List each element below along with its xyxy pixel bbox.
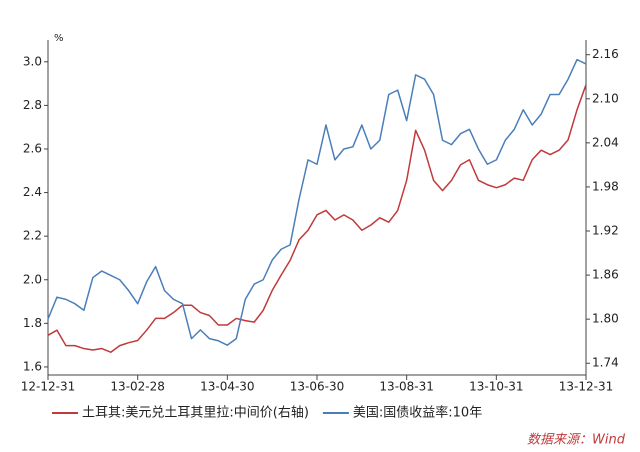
y-tick-label: 1.6 — [23, 359, 42, 373]
x-tick-label: 13-08-31 — [379, 380, 433, 394]
y2-tick-label: 1.98 — [592, 179, 619, 193]
y2-tick-label: 2.10 — [592, 91, 619, 105]
y-tick-label: 2.0 — [23, 272, 42, 286]
y-tick-label: 2.6 — [23, 141, 42, 155]
y2-tick-label: 2.04 — [592, 135, 619, 149]
series-line — [47, 58, 587, 346]
y-tick-label: 1.8 — [23, 316, 42, 330]
series-line — [47, 84, 587, 353]
y-tick-label: 2.8 — [23, 98, 42, 112]
legend-label: 美国:国债收益率:10年 — [353, 405, 482, 421]
y-tick-label: 3.0 — [23, 54, 42, 68]
y-tick-label: 2.4 — [23, 185, 42, 199]
legend-label: 土耳其:美元兑土耳其里拉:中间价(右轴) — [82, 406, 309, 421]
x-tick-label: 13-02-28 — [110, 380, 164, 394]
y2-tick-label: 1.80 — [592, 312, 619, 326]
x-tick-label: 13-04-30 — [200, 380, 254, 394]
x-tick-label: 13-10-31 — [469, 380, 523, 394]
x-tick-label: 12-12-31 — [21, 380, 75, 394]
x-tick-label: 13-06-30 — [290, 380, 344, 394]
x-tick-label: 13-12-31 — [559, 380, 613, 394]
y2-tick-label: 2.16 — [592, 47, 619, 61]
y2-tick-label: 1.74 — [592, 356, 619, 370]
y2-tick-label: 1.92 — [592, 224, 619, 238]
unit-label: % — [54, 33, 64, 44]
y-tick-label: 2.2 — [23, 229, 42, 243]
source: 数据来源：Wind — [527, 433, 626, 448]
y2-tick-label: 1.86 — [592, 268, 619, 282]
